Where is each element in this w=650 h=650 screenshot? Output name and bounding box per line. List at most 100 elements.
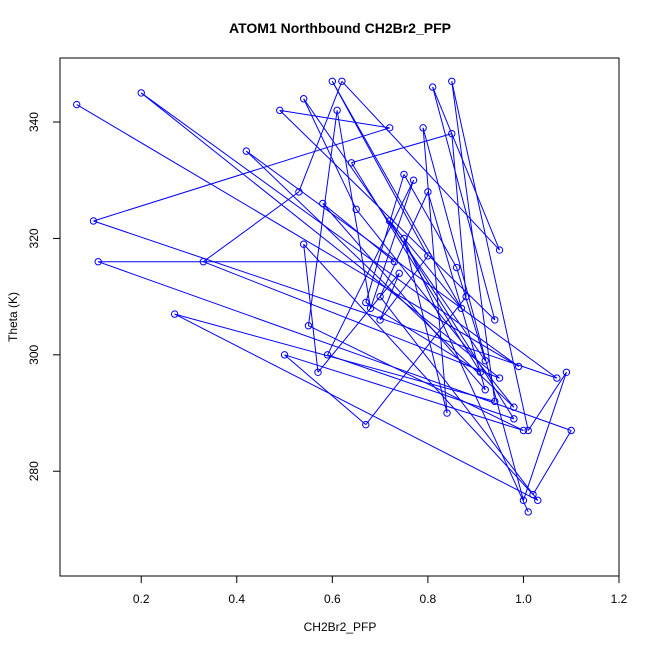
series-0-point [448, 129, 456, 138]
series-0-segment [341, 80, 500, 251]
series-0-segment [303, 98, 357, 210]
series-0-point [347, 159, 356, 167]
series-0-segment [203, 191, 300, 263]
series-0-point [362, 298, 370, 307]
series-0-point [519, 496, 528, 505]
series-0-segment [422, 127, 448, 414]
series-0-point [491, 316, 499, 324]
series-0-point [73, 100, 81, 109]
series-0-point [428, 83, 437, 91]
series-0-point [395, 269, 403, 278]
series-0-point [400, 234, 408, 243]
y-tick-label: 340 [27, 112, 41, 132]
series-0-point [242, 147, 251, 155]
series-0-segment [432, 86, 501, 251]
series-0-point [510, 403, 518, 411]
series-0-point [491, 397, 499, 406]
series-0-point [385, 124, 394, 132]
x-tick-label: 1.0 [515, 592, 532, 606]
series-0-point [529, 490, 537, 499]
series-0-point [295, 188, 303, 196]
y-axis-label: Theta (K) [6, 292, 20, 342]
series-0-segment [351, 162, 481, 373]
x-tick-label: 0.6 [324, 592, 341, 606]
y-axis: 280 300 320 340 [27, 112, 61, 481]
series-0-segment [336, 110, 372, 309]
series-0-point [299, 240, 308, 248]
series-0-segment [351, 133, 452, 164]
series-0-point [553, 374, 561, 382]
series-0-point [534, 496, 542, 505]
series-0-point [328, 77, 337, 85]
series-0-point [419, 124, 427, 132]
series-0-point [567, 426, 575, 435]
series-0-segment [379, 273, 400, 321]
series-0-point [362, 420, 370, 429]
series-0-point [448, 77, 456, 85]
series-0-point [352, 205, 360, 214]
series-0-segment [532, 430, 572, 495]
series-0-point [385, 217, 394, 225]
series-0-segment [379, 191, 429, 297]
series-0-segment [93, 127, 390, 222]
series-0-point [89, 217, 98, 225]
series-0-point [495, 374, 504, 382]
series-0-segment [379, 296, 539, 501]
y-tick-label: 300 [27, 344, 41, 364]
series-0-point [424, 252, 432, 260]
series-0-point [170, 310, 179, 318]
x-axis-label: CH2Br2_PFP [304, 620, 377, 634]
series-0-point [314, 368, 322, 376]
series-0-segment [365, 296, 467, 425]
series-0-point [409, 176, 418, 184]
series-0-segment [331, 81, 462, 309]
series-0-point [524, 508, 532, 516]
series-0-point [510, 415, 518, 423]
series-0-point [462, 292, 470, 301]
series-0-segment [317, 273, 400, 373]
series-0-point [514, 362, 523, 371]
series-0-segment [303, 243, 534, 495]
y-tick-label: 320 [27, 228, 41, 248]
series-0-point [199, 258, 208, 266]
series-0-segment [174, 313, 495, 402]
series-0-point [524, 426, 532, 435]
series-0-point [495, 246, 504, 254]
series-0-segment [422, 127, 524, 501]
series-0-point [366, 304, 375, 312]
series-0-point [376, 316, 384, 324]
series-0-point [299, 95, 308, 103]
series-0-segment [140, 92, 519, 367]
series-layer [73, 77, 575, 516]
series-0-segment [279, 110, 496, 321]
series-0-segment [307, 110, 338, 326]
series-0-point [452, 263, 461, 272]
series-0-segment [403, 174, 457, 268]
x-tick-label: 0.4 [228, 592, 245, 606]
series-0-segment [522, 372, 567, 501]
series-0-segment [327, 354, 515, 420]
series-0-point [338, 77, 346, 85]
series-0-segment [322, 203, 395, 263]
series-0-segment [308, 325, 524, 431]
series-0-point [481, 386, 489, 394]
series-0-segment [303, 98, 486, 361]
series-0-point [319, 199, 327, 208]
series-0-point [476, 368, 485, 376]
series-0-segment [432, 86, 496, 321]
series-0-segment [370, 180, 415, 309]
series-0-segment [303, 244, 319, 373]
series-0-segment [284, 354, 367, 426]
chart-title: ATOM1 Northbound CH2Br2_PFP [229, 20, 451, 36]
series-0-point [457, 304, 466, 312]
series-0-segment [327, 180, 415, 356]
series-0-segment [451, 81, 496, 402]
series-0-point [333, 106, 341, 115]
series-0-segment [203, 261, 500, 379]
series-0-segment [527, 372, 567, 431]
series-0-point [390, 258, 399, 266]
series-0-segment [98, 261, 572, 431]
x-tick-label: 0.2 [133, 592, 150, 606]
series-0-segment [298, 81, 343, 193]
